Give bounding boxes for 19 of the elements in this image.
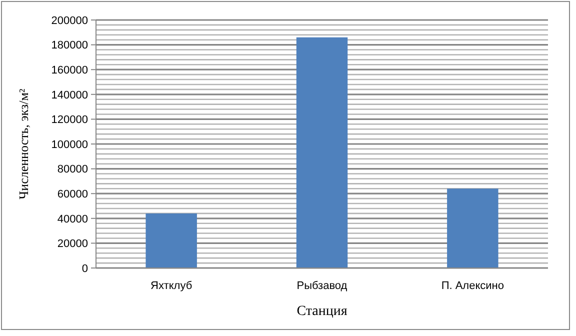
x-tick-label: Рыбзавод: [296, 280, 348, 292]
y-tick-label: 100000: [51, 138, 88, 151]
bar: [447, 188, 498, 268]
x-axis-title: Станция: [296, 304, 348, 319]
y-tick-label: 180000: [51, 40, 88, 52]
y-tick-label: 60000: [57, 188, 88, 200]
y-tick-label: 20000: [57, 238, 88, 250]
y-tick-label: 40000: [57, 213, 88, 226]
y-tick-label: 160000: [51, 64, 88, 76]
y-tick-label: 120000: [51, 114, 88, 126]
y-tick-label: 140000: [51, 89, 88, 102]
bar: [296, 37, 348, 268]
y-tick-label: 200000: [51, 14, 88, 27]
y-axis-title: Численность, экз/м²: [16, 88, 31, 200]
x-tick-label: П. Алексино: [441, 280, 504, 292]
x-tick-label: Яхтклуб: [150, 280, 192, 292]
bar: [146, 213, 197, 268]
y-tick-label: 0: [82, 262, 88, 275]
y-tick-label: 80000: [57, 164, 88, 176]
